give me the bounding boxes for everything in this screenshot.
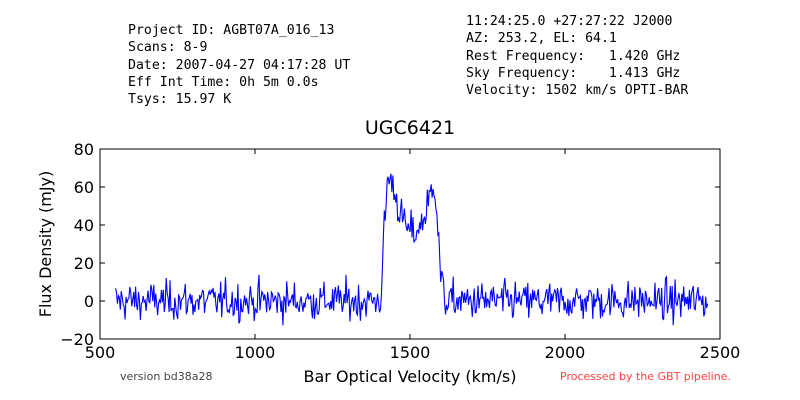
y-tick-label: −20 <box>60 330 94 349</box>
x-tick-label: 1000 <box>235 343 276 362</box>
header-left-block: Project ID: AGBT07A_016_13 Scans: 8-9 Da… <box>128 22 350 108</box>
y-tick-label: 0 <box>84 292 94 311</box>
plot-layer <box>114 173 709 326</box>
header-line: AZ: 253.2, EL: 64.1 <box>466 31 617 47</box>
header-line: Scans: 8-9 <box>128 40 208 56</box>
y-axis-label: Flux Density (mJy) <box>36 171 55 318</box>
header-line: Velocity: 1502 km/s OPTI-BAR <box>466 83 689 99</box>
header-line: Date: 2007-04-27 04:17:28 UT <box>128 57 351 73</box>
x-tick-label: 2500 <box>700 343 741 362</box>
chart-title: UGC6421 <box>365 117 455 139</box>
x-tick-label: 500 <box>85 343 116 362</box>
header-line: Tsys: 15.97 K <box>128 92 232 108</box>
header-line: Project ID: AGBT07A_016_13 <box>128 23 335 38</box>
y-tick-label: 20 <box>74 254 94 273</box>
y-tick-label: 80 <box>74 140 94 159</box>
y-tick-label: 40 <box>74 216 94 235</box>
x-tick-label: 2000 <box>545 343 586 362</box>
header-right-block: 11:24:25.0 +27:27:22 J2000 AZ: 253.2, EL… <box>466 13 688 99</box>
spectrum-series-line <box>114 173 709 326</box>
x-axis-label: Bar Optical Velocity (km/s) <box>304 367 517 386</box>
version-label: version bd38a28 <box>120 370 213 383</box>
header-line: Eff Int Time: 0h 5m 0.0s <box>128 74 319 90</box>
header-line: Rest Frequency: 1.420 GHz <box>466 48 681 64</box>
ticks-layer: 500 1000 1500 2000 2500 −20 0 20 40 60 80 <box>60 140 740 362</box>
header-line: 11:24:25.0 +27:27:22 J2000 <box>466 14 673 29</box>
x-tick-label: 1500 <box>390 343 431 362</box>
header-line: Sky Frequency: 1.413 GHz <box>466 65 681 81</box>
observation-header: Project ID: AGBT07A_016_13 Scans: 8-9 Da… <box>0 0 800 110</box>
y-tick-label: 60 <box>74 178 94 197</box>
pipeline-note: Processed by the GBT pipeline. <box>560 370 731 383</box>
